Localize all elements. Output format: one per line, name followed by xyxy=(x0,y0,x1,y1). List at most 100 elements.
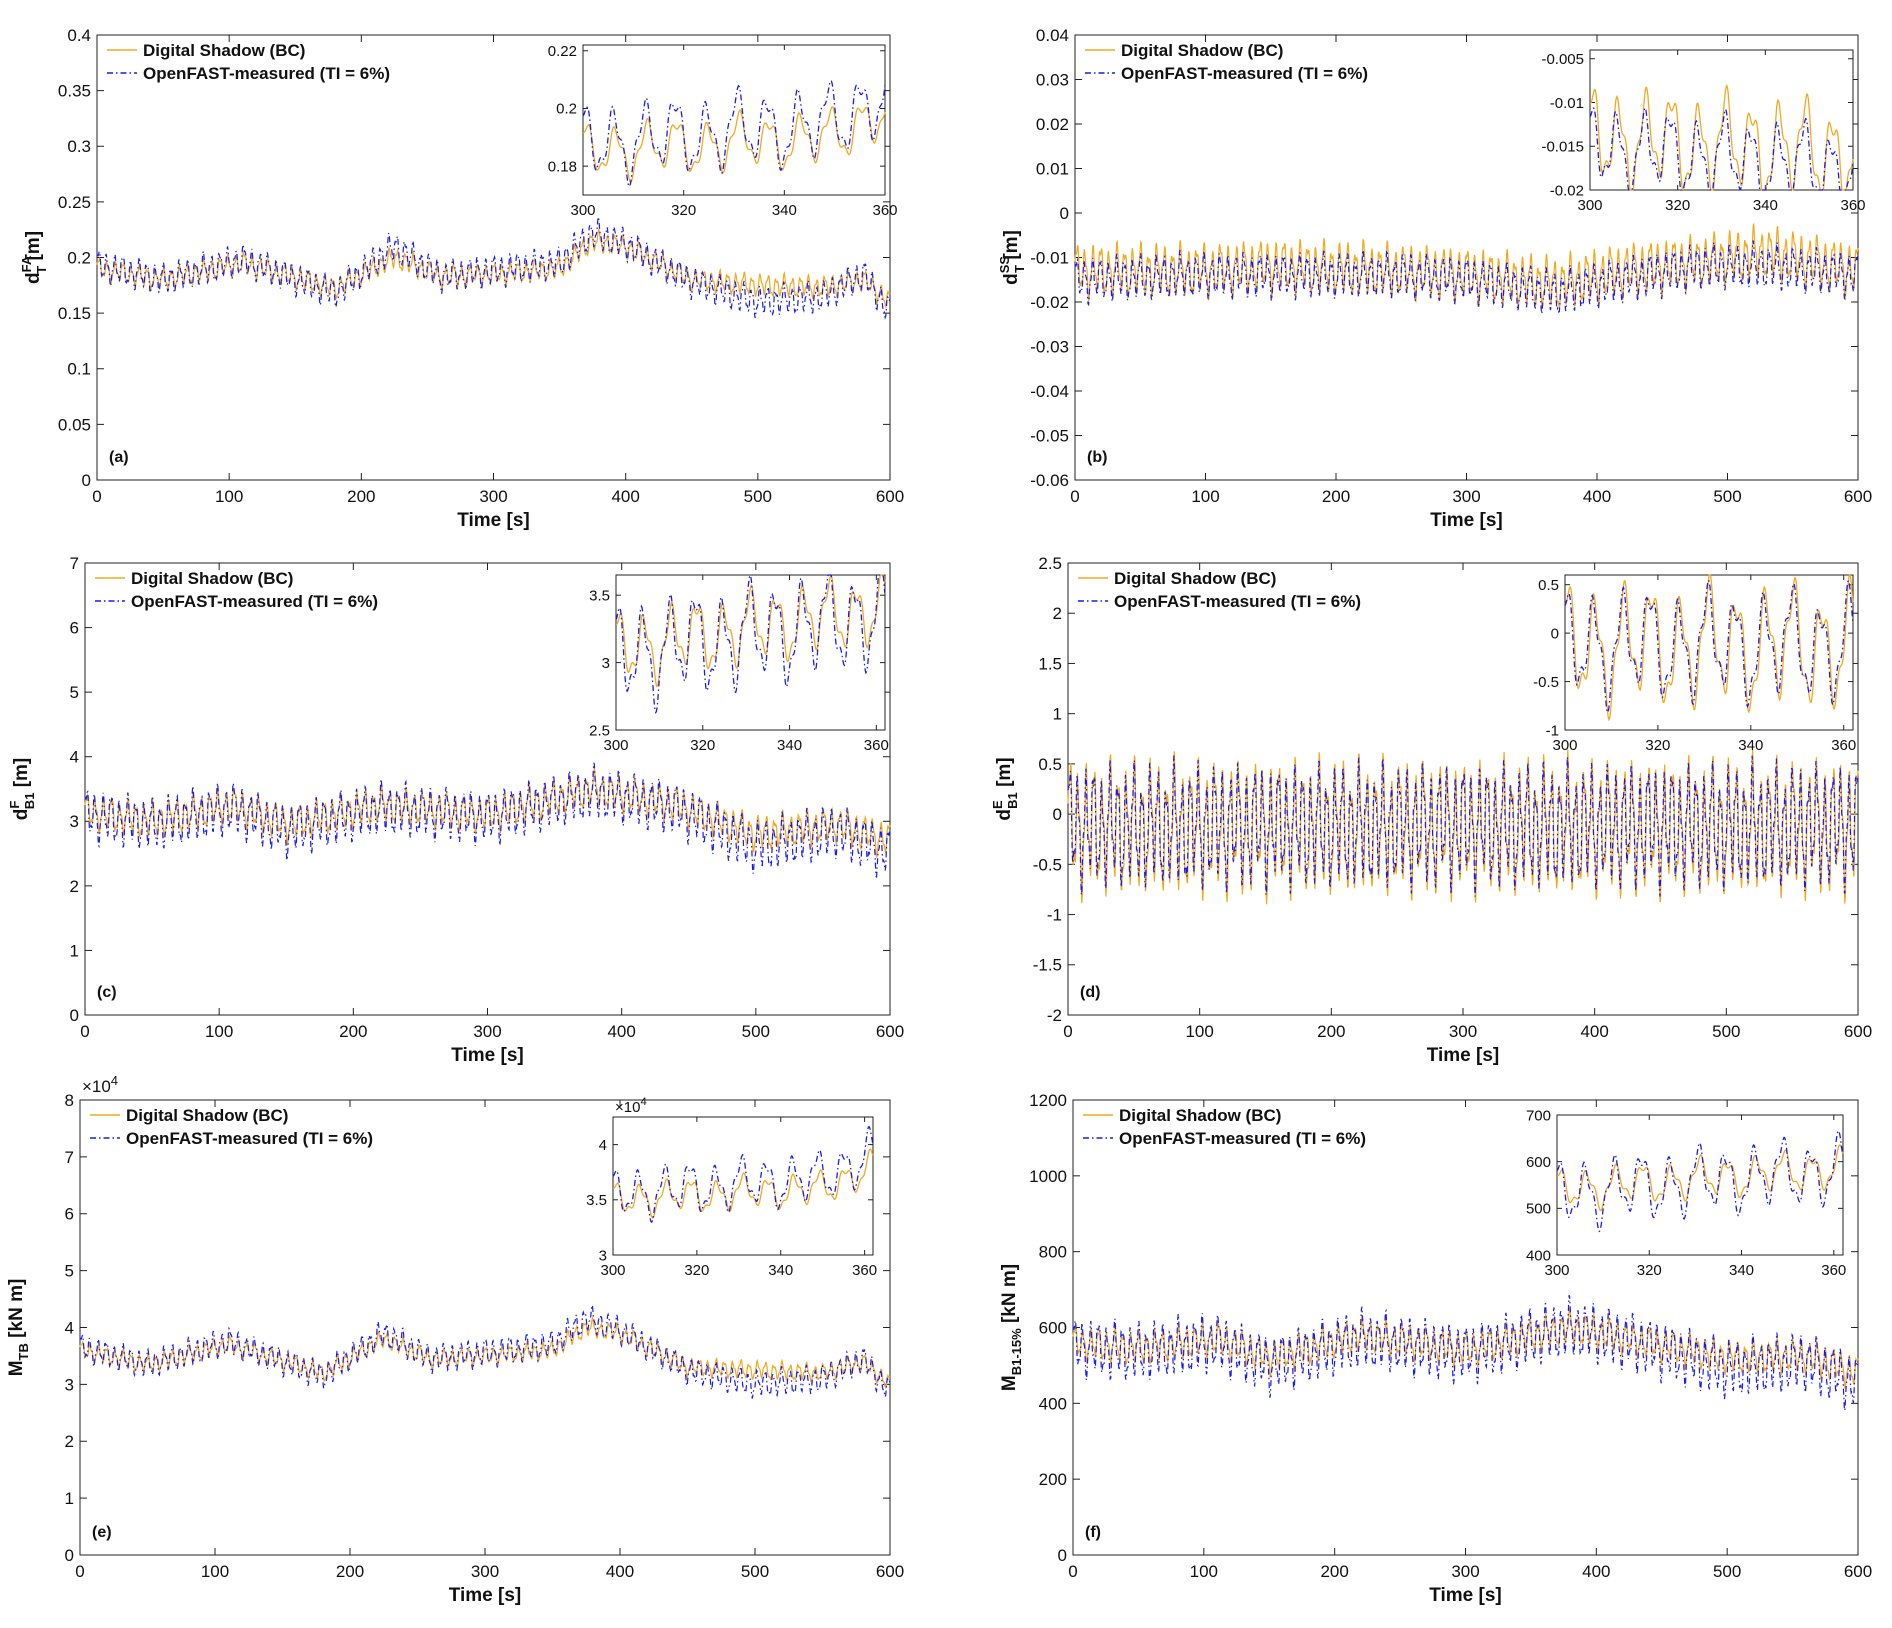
panel-f-inset-series-openfast xyxy=(1556,1129,1844,1233)
panel-b-inset-x-tick-label: 320 xyxy=(1665,197,1690,214)
panel-c-inset-x-tick-label: 300 xyxy=(603,737,628,754)
panel-e-inset-series-openfast xyxy=(612,1125,874,1223)
panel-e-inset-y-tick-label: 4 xyxy=(599,1137,607,1154)
panel-c-y-tick-label: 3 xyxy=(70,812,79,831)
panel-e-legend: Digital Shadow (BC) OpenFAST-measured (TI… xyxy=(90,1106,373,1148)
legend-entry: Digital Shadow (BC) xyxy=(1121,41,1283,60)
panel-d-x-tick-label: 400 xyxy=(1580,1022,1608,1041)
panel-d-x-tick-label: 100 xyxy=(1185,1022,1213,1041)
panel-e-inset-y-tick-label: 3 xyxy=(599,1247,607,1264)
panel-f-inset-y-tick-label: 400 xyxy=(1526,1247,1551,1264)
legend-entry: Digital Shadow (BC) xyxy=(131,569,293,588)
panel-d-inset: 300 320 340 360 -1 -0.5 0 0.5 xyxy=(1533,574,1856,754)
panel-c-y-tick-label: 0 xyxy=(70,1006,79,1025)
panel-e-y-tick-label: 3 xyxy=(65,1375,74,1394)
panel-c-inset-y-tick-label: 3 xyxy=(602,655,610,672)
panel-a-y-tick-label: 0.3 xyxy=(67,137,91,156)
panel-c-ylabel: dFB1 [m] xyxy=(7,758,37,821)
panel-b-x-tick-label: 100 xyxy=(1191,487,1219,506)
panel-e-exponent: ×104 xyxy=(82,1073,118,1096)
panel-e-x-tick-label: 0 xyxy=(75,1562,84,1581)
panel-d-x-tick-label: 600 xyxy=(1844,1022,1872,1041)
panel-d-xlabel: Time [s] xyxy=(1427,1045,1500,1066)
panel-a-y-tick-label: 0.25 xyxy=(58,193,91,212)
panel-a-inset-x-tick-label: 340 xyxy=(772,202,797,219)
panel-b-xlabel: Time [s] xyxy=(1430,510,1503,531)
panel-e-y-tick-label: 5 xyxy=(65,1262,74,1281)
panel-e-inset-exponent: ×104 xyxy=(615,1096,647,1116)
legend-entry: OpenFAST-measured (TI = 6%) xyxy=(131,592,378,611)
panel-d-x-tick-label: 0 xyxy=(1063,1022,1072,1041)
panel-b-y-tick-label: 0.02 xyxy=(1036,115,1069,134)
panel-f-y-tick-label: 400 xyxy=(1039,1394,1067,1413)
panel-b-y-tick-label: -0.05 xyxy=(1030,426,1069,445)
panel-c-x-tick-label: 300 xyxy=(473,1022,501,1041)
panel-d-inset-y-tick-label: -1 xyxy=(1546,722,1559,739)
panel-b-y-tick-label: -0.03 xyxy=(1030,337,1069,356)
panel-b-inset-y-tick-label: -0.02 xyxy=(1550,182,1584,199)
panel-b-x-tick-label: 500 xyxy=(1713,487,1741,506)
panel-b: 0 100 200 300 400 500 600 -0.06 -0.05 -0.04 -0.03 -… xyxy=(997,26,1872,531)
panel-f-inset-x-tick-label: 340 xyxy=(1729,1262,1754,1279)
panel-d-series-openfast xyxy=(1067,755,1859,897)
panel-b-label: (b) xyxy=(1087,449,1107,466)
panel-f-x-tick-label: 300 xyxy=(1451,1562,1479,1581)
panel-c-x-tick-label: 200 xyxy=(339,1022,367,1041)
panel-b-x-tick-label: 600 xyxy=(1844,487,1872,506)
panel-c: 0 100 200 300 400 500 600 0 1 2 3 4 5 6 7 Time [s] dFB1 … xyxy=(7,554,904,1066)
panel-f-y-tick-label: 0 xyxy=(1058,1546,1067,1565)
panel-d-label: (d) xyxy=(1080,984,1100,1001)
panel-c-inset: 300 320 340 360 2.5 3 3.5 xyxy=(589,573,889,754)
panel-e-inset: 300 320 340 360 3 3.5 4 ×104 xyxy=(586,1096,877,1279)
panel-b-y-tick-label: 0.04 xyxy=(1036,26,1069,45)
panel-f-x-tick-label: 600 xyxy=(1844,1562,1872,1581)
panel-d-inset-x-tick-label: 320 xyxy=(1645,737,1670,754)
panel-c-series-openfast xyxy=(84,762,891,879)
panel-b-inset-x-tick-label: 300 xyxy=(1577,197,1602,214)
panel-d-inset-x-tick-label: 300 xyxy=(1552,737,1577,754)
panel-d-legend: Digital Shadow (BC) OpenFAST-measured (TI… xyxy=(1078,569,1361,611)
panel-b-series-digital-shadow xyxy=(1074,223,1859,309)
panel-a-y-tick-label: 0 xyxy=(82,471,91,490)
panel-e-y-tick-label: 8 xyxy=(65,1091,74,1110)
panel-d-ylabel: dEB1 [m] xyxy=(990,757,1020,820)
panel-f-inset-y-tick-label: 600 xyxy=(1526,1154,1551,1171)
panel-a-xlabel: Time [s] xyxy=(457,510,530,531)
panel-f-inset-frame xyxy=(1556,1114,1844,1256)
panel-f-label: (f) xyxy=(1085,1524,1101,1541)
panel-a-ylabel: dFAT [m] xyxy=(19,231,49,284)
panel-e-y-tick-label: 6 xyxy=(65,1205,74,1224)
panel-c-x-tick-label: 400 xyxy=(607,1022,635,1041)
panel-f-legend: Digital Shadow (BC) OpenFAST-measured (TI… xyxy=(1083,1106,1366,1148)
panel-a-inset-x-tick-label: 320 xyxy=(671,202,696,219)
panel-d-inset-y-tick-label: -0.5 xyxy=(1533,674,1559,691)
panel-e-x-tick-label: 400 xyxy=(606,1562,634,1581)
legend-entry: Digital Shadow (BC) xyxy=(143,41,305,60)
panel-d-inset-y-tick-label: 0.5 xyxy=(1538,577,1559,594)
panel-b-x-tick-label: 300 xyxy=(1452,487,1480,506)
panel-b-inset-y-tick-label: -0.015 xyxy=(1541,139,1584,156)
panel-a-x-tick-label: 200 xyxy=(347,487,375,506)
panel-e-inset-frame xyxy=(612,1116,874,1256)
panel-c-y-tick-label: 6 xyxy=(70,619,79,638)
panel-f-x-tick-label: 200 xyxy=(1320,1562,1348,1581)
panel-a-y-tick-label: 0.35 xyxy=(58,82,91,101)
panel-a-label: (a) xyxy=(109,449,129,466)
panel-e-inset-x-tick-label: 320 xyxy=(684,1262,709,1279)
panel-d-inset-y-tick-label: 0 xyxy=(1551,625,1559,642)
panel-f-inset-y-tick-label: 500 xyxy=(1526,1201,1551,1218)
panel-c-legend: Digital Shadow (BC) OpenFAST-measured (TI… xyxy=(95,569,378,611)
panel-a-y-tick-label: 0.2 xyxy=(67,248,91,267)
panel-d-y-tick-label: 2.5 xyxy=(1038,554,1062,573)
panel-c-inset-x-tick-label: 340 xyxy=(777,737,802,754)
panel-e-x-tick-label: 500 xyxy=(741,1562,769,1581)
panel-e-inset-series-digital-shadow xyxy=(613,1148,874,1219)
panel-b-inset-y-tick-label: -0.01 xyxy=(1550,95,1584,112)
panel-c-x-tick-label: 600 xyxy=(876,1022,904,1041)
panel-f-xlabel: Time [s] xyxy=(1429,1585,1502,1606)
panel-b-inset: 300 320 340 360 -0.02 -0.015 -0.01 -0.005 xyxy=(1541,49,1866,214)
panel-b-x-tick-label: 200 xyxy=(1322,487,1350,506)
panel-f-x-tick-label: 100 xyxy=(1190,1562,1218,1581)
panel-b-y-tick-label: -0.01 xyxy=(1030,248,1069,267)
panel-b-legend: Digital Shadow (BC) OpenFAST-measured (TI… xyxy=(1085,41,1368,83)
